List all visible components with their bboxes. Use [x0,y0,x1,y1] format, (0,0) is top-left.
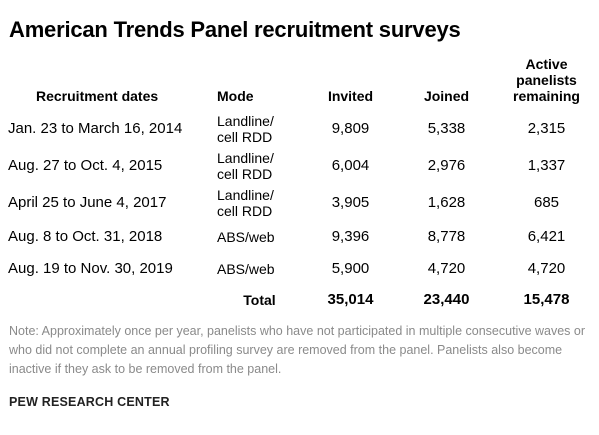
cell-mode: ABS/web [217,229,275,245]
cell-dates: Aug. 27 to Oct. 4, 2015 [8,156,163,174]
cell-invited: 5,900 [331,260,370,277]
cell-mode: Landline/ cell RDD [217,186,274,219]
column-header-invited: Invited [327,88,374,104]
cell-active: 685 [533,193,560,211]
table-row: Aug. 8 to Oct. 31, 2018 ABS/web 9,396 8,… [0,221,599,253]
cell-active: 1,337 [527,156,566,174]
cell-joined: 4,720 [427,260,466,277]
cell-active: 2,315 [527,119,566,137]
table-row: Aug. 27 to Oct. 4, 2015 Landline/ cell R… [0,147,599,184]
column-header-dates: Recruitment dates [36,88,159,104]
total-label: Total [243,292,276,308]
cell-empty [0,285,205,315]
footnote: Note: Approximately once per year, panel… [9,324,586,376]
total-invited: 35,014 [327,291,374,308]
cell-invited: 6,004 [331,156,370,174]
cell-invited: 9,396 [331,228,370,245]
cell-active: 6,421 [527,228,566,245]
table-header-row: Recruitment dates Mode Invited Joined Ac… [0,56,599,110]
table-row: Jan. 23 to March 16, 2014 Landline/ cell… [0,110,599,147]
cell-invited: 9,809 [331,119,370,137]
cell-invited: 3,905 [331,193,370,211]
cell-joined: 5,338 [427,119,466,137]
cell-dates: Aug. 19 to Nov. 30, 2019 [8,260,173,277]
cell-mode: ABS/web [217,261,275,277]
column-header-mode: Mode [217,88,254,104]
recruitment-table: Recruitment dates Mode Invited Joined Ac… [0,56,599,315]
total-active: 15,478 [523,291,570,308]
cell-joined: 2,976 [427,156,466,174]
total-row: Total 35,014 23,440 15,478 [0,285,599,315]
cell-dates: Jan. 23 to March 16, 2014 [8,119,183,137]
column-header-active: Active panelists remaining [513,56,580,104]
total-joined: 23,440 [423,291,470,308]
cell-dates: Aug. 8 to Oct. 31, 2018 [8,228,163,245]
table-row: April 25 to June 4, 2017 Landline/ cell … [0,184,599,221]
cell-joined: 1,628 [427,193,466,211]
page-title: American Trends Panel recruitment survey… [9,17,461,42]
column-header-joined: Joined [423,88,470,104]
cell-mode: Landline/ cell RDD [217,149,274,182]
table-row: Aug. 19 to Nov. 30, 2019 ABS/web 5,900 4… [0,253,599,285]
cell-dates: April 25 to June 4, 2017 [8,193,167,211]
cell-mode: Landline/ cell RDD [217,112,274,145]
cell-joined: 8,778 [427,228,466,245]
source-credit: PEW RESEARCH CENTER [9,395,170,409]
cell-active: 4,720 [527,260,566,277]
